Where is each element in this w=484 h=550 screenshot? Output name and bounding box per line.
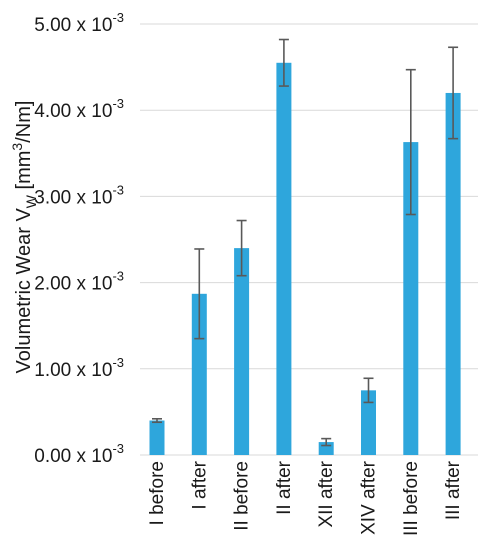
y-tick-label: 5.00 x 10-3	[34, 10, 124, 36]
bars	[149, 62, 461, 456]
x-axis-categories: I before I after II before II after XII afte…	[147, 460, 464, 536]
x-category-label: I before	[147, 461, 168, 525]
y-axis-title-subscript: W	[23, 194, 39, 208]
x-category-label: XII after	[316, 460, 337, 527]
error-bar	[236, 219, 247, 277]
error-bar	[152, 417, 162, 424]
error-bar	[405, 68, 416, 216]
error-bar	[321, 437, 332, 447]
x-category-label: III before	[401, 461, 422, 536]
error-bar	[278, 38, 289, 87]
y-axis-title-main: Volumetric Wear V	[13, 208, 35, 374]
bar	[276, 62, 292, 455]
y-axis-title-unit-start: [mm	[13, 151, 35, 195]
y-tick-label: 4.00 x 10-3	[34, 96, 124, 122]
error-bar	[363, 377, 374, 404]
x-category-label: I after	[189, 460, 210, 509]
bar	[234, 248, 250, 455]
y-tick-label: 0.00 x 10-3	[34, 441, 124, 467]
bar	[191, 293, 207, 455]
y-axis-ticks: 0.00 x 10-3 1.00 x 10-3 2.00 x 10-3 3.00 x …	[34, 10, 124, 467]
error-bar	[194, 248, 205, 340]
y-axis-title: Volumetric Wear VW [mm3/Nm]	[9, 101, 39, 374]
bar	[149, 420, 165, 455]
bar	[361, 390, 376, 455]
x-category-label: III after	[443, 460, 464, 520]
x-category-label: II before	[232, 461, 253, 531]
bar	[403, 142, 419, 455]
y-axis-title-unit-end: /Nm]	[13, 101, 35, 143]
y-axis-title-superscript: 3	[9, 143, 25, 151]
y-tick-label: 3.00 x 10-3	[34, 182, 124, 208]
error-bar	[448, 46, 459, 140]
grid-lines	[140, 23, 478, 456]
y-tick-label: 2.00 x 10-3	[34, 269, 124, 295]
y-tick-label: 1.00 x 10-3	[34, 355, 124, 381]
x-category-label: XIV after	[359, 460, 380, 535]
bar	[445, 92, 461, 456]
error-bars	[152, 38, 459, 447]
x-category-label: II after	[274, 460, 295, 515]
